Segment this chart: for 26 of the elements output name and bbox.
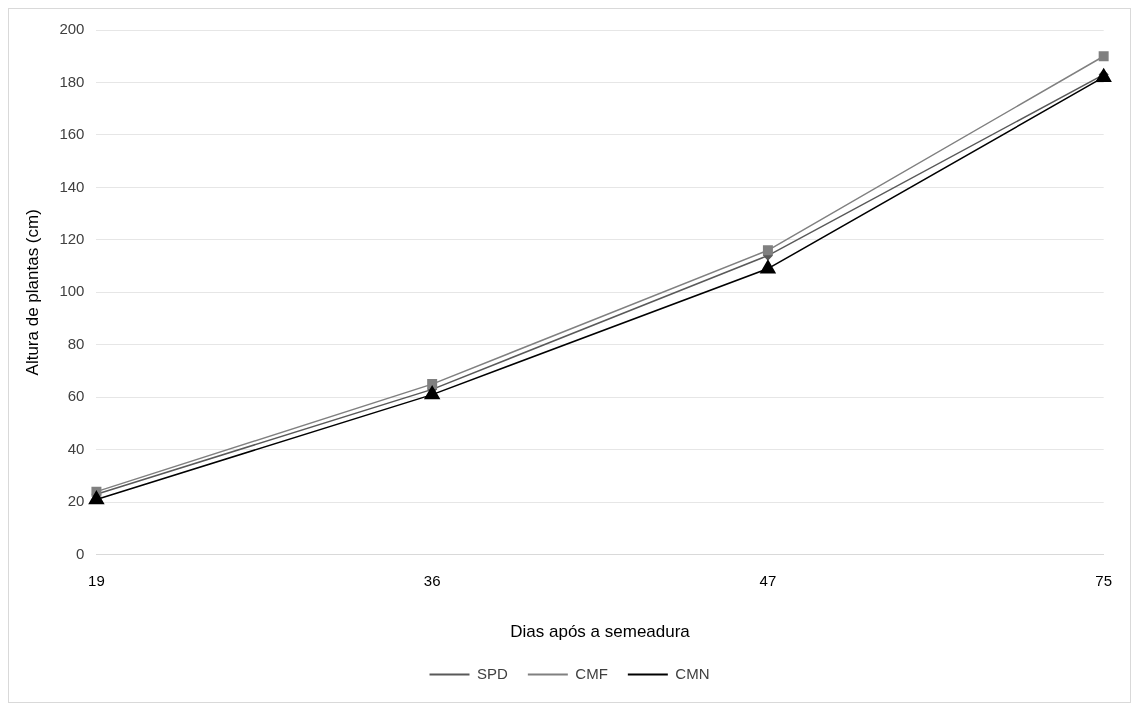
y-tick-label: 40 xyxy=(67,439,85,457)
y-tick-label: 100 xyxy=(59,282,85,300)
x-tick-label: 47 xyxy=(759,571,777,589)
legend-label: SPD xyxy=(477,664,509,682)
point xyxy=(427,379,438,390)
y-tick-label: 160 xyxy=(59,125,85,143)
y-tick-label: 60 xyxy=(67,387,85,405)
point xyxy=(760,259,776,274)
point xyxy=(762,245,773,256)
y-tick-label: 140 xyxy=(59,177,85,195)
point xyxy=(88,490,105,505)
y-tick-label: 200 xyxy=(59,20,85,38)
legend-label: CMF xyxy=(575,664,608,682)
x-tick-label: 36 xyxy=(423,571,441,589)
x-tick-label: 75 xyxy=(1095,571,1112,589)
y-tick-label: 180 xyxy=(59,72,85,90)
point xyxy=(424,385,440,400)
point xyxy=(1098,51,1109,62)
x-axis-title: Dias após a semeadura xyxy=(510,622,691,642)
x-tick-label: 19 xyxy=(88,571,105,589)
y-tick-label: 20 xyxy=(67,492,85,510)
y-tick-label: 80 xyxy=(67,334,85,352)
y-tick-label: 0 xyxy=(76,544,85,562)
y-axis-title: Altura de plantas (cm) xyxy=(22,209,42,376)
legend-label: CMN xyxy=(675,664,710,682)
y-tick-label: 120 xyxy=(59,229,85,247)
